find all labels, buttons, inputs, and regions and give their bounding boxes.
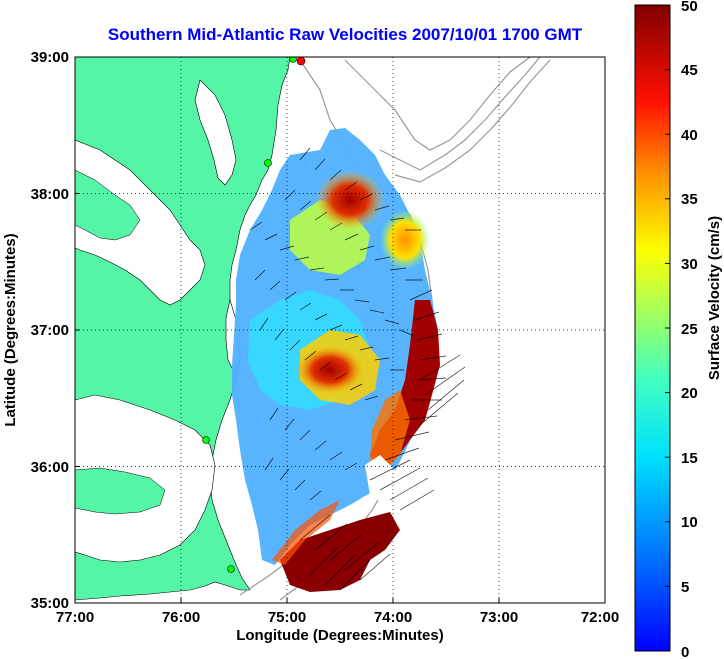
colorbar-tick-label: 40: [681, 127, 698, 144]
colorbar-tick-label: 30: [681, 256, 698, 273]
colorbar-tick-label: 10: [681, 514, 698, 531]
colorbar-tick-label: 5: [681, 579, 689, 596]
y-tick-label: 37:00: [31, 322, 69, 339]
station-marker: [227, 565, 235, 573]
y-tick-label: 35:00: [31, 595, 69, 612]
x-tick-labels: 77:00 76:00 75:00 74:00 73:00 72:00: [56, 609, 619, 626]
x-tick-label: 75:00: [268, 609, 306, 626]
chart-title: Southern Mid-Atlantic Raw Velocities 200…: [108, 25, 583, 44]
y-tick-labels: 39:00 38:00 37:00 36:00 35:00: [31, 49, 69, 612]
colorbar-tick-label: 20: [681, 385, 698, 402]
y-axis-label: Latitude (Degrees:Minutes): [2, 233, 19, 426]
colorbar: [634, 4, 671, 652]
x-tick-label: 76:00: [162, 609, 200, 626]
colorbar-label: Surface Velocity (cm/s): [706, 216, 723, 380]
y-tick-label: 36:00: [31, 459, 69, 476]
colorbar-tick-label: 45: [681, 62, 698, 79]
colorbar-tick-label: 0: [681, 644, 689, 659]
x-tick-label: 77:00: [56, 609, 94, 626]
station-marker: [264, 159, 272, 167]
chesapeake-inner: [75, 169, 141, 241]
x-axis-label: Longitude (Degrees:Minutes): [236, 627, 444, 644]
chesapeake-bay: [75, 139, 206, 306]
y-tick-label: 38:00: [31, 186, 69, 203]
velocity-field: [232, 128, 440, 592]
x-tick-label: 72:00: [581, 609, 619, 626]
x-tick-label: 74:00: [374, 609, 412, 626]
colorbar-tick-labels: 50 45 40 35 30 25 20 15 10 5 0: [681, 0, 698, 659]
station-markers: [202, 57, 306, 573]
x-tick-label: 73:00: [480, 609, 518, 626]
y-tick-label: 39:00: [31, 49, 69, 66]
station-marker: [202, 436, 210, 444]
colorbar-tick-label: 50: [681, 0, 698, 15]
colorbar-tick-label: 25: [681, 321, 698, 338]
grid: [75, 57, 605, 603]
delmarva-bay: [194, 79, 237, 186]
colorbar-tick-label: 35: [681, 191, 698, 208]
colorbar-tick-label: 15: [681, 450, 698, 467]
albemarle-inner: [75, 467, 166, 515]
station-marker: [296, 57, 306, 66]
station-marker: [289, 57, 297, 63]
tick-marks: [74, 56, 606, 604]
velocity-vectors: [249, 147, 466, 591]
colorbar-ticks: [665, 4, 670, 587]
